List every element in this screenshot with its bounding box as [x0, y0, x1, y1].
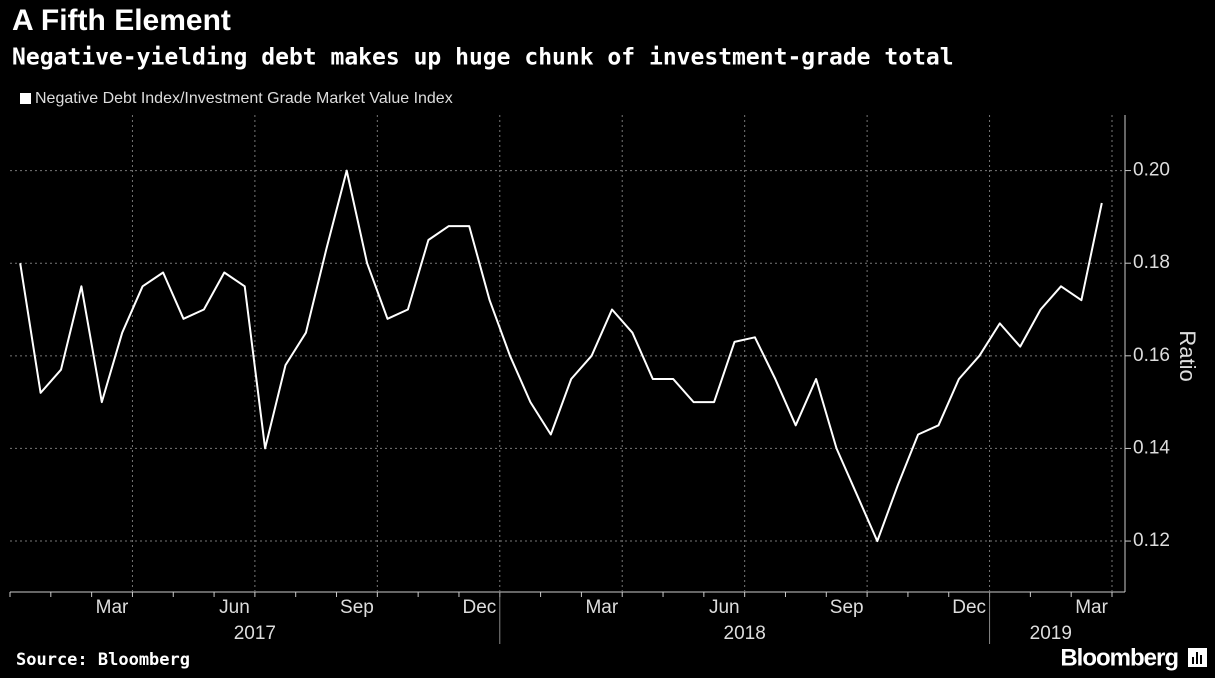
chart-title: A Fifth Element	[12, 4, 231, 37]
x-tick-label: Dec	[952, 597, 986, 618]
data-line	[19, 169, 1103, 543]
x-tick-label: Sep	[830, 597, 864, 618]
y-axis-label: Ratio	[1175, 330, 1200, 381]
x-tick-label: Mar	[96, 597, 129, 618]
legend-label: Negative Debt Index/Investment Grade Mar…	[35, 90, 453, 107]
brand-icon	[1188, 648, 1207, 667]
year-label: 2019	[1030, 623, 1072, 644]
y-tick-label: 0.16	[1133, 345, 1170, 366]
x-tick-label: Jun	[219, 597, 250, 618]
x-tick-label: Mar	[1075, 597, 1108, 618]
source: Source: Bloomberg	[16, 650, 190, 670]
x-tick-label: Dec	[462, 597, 496, 618]
y-tick-label: 0.14	[1133, 437, 1170, 458]
x-tick-label: Sep	[340, 597, 374, 618]
x-tick-label: Mar	[585, 597, 618, 618]
y-tick-label: 0.12	[1133, 530, 1170, 551]
y-tick-label: 0.20	[1133, 160, 1170, 181]
x-tick-label: Jun	[709, 597, 740, 618]
year-label: 2018	[724, 623, 766, 644]
brand: Bloomberg	[1060, 644, 1178, 671]
year-label: 2017	[234, 623, 276, 644]
y-tick-label: 0.18	[1133, 252, 1170, 273]
legend-swatch	[20, 93, 31, 104]
chart-subtitle: Negative-yielding debt makes up huge chu…	[12, 45, 954, 71]
